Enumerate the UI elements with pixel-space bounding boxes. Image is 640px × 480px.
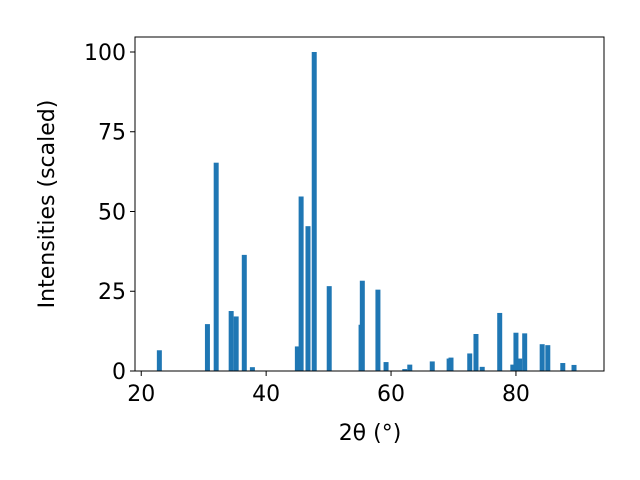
bar (539, 344, 545, 371)
bar (213, 162, 219, 371)
bar (513, 332, 519, 371)
x-axis-label: 2θ (°) (339, 421, 402, 446)
bar (407, 364, 413, 371)
y-axis-label: Intensities (scaled) (35, 100, 60, 309)
bar (233, 316, 239, 371)
bar (294, 346, 300, 371)
plot-frame (134, 36, 605, 372)
bar (359, 280, 365, 371)
bar (204, 324, 210, 371)
bar (375, 289, 381, 371)
bar (311, 51, 317, 371)
bar (156, 350, 162, 371)
bar (479, 366, 485, 371)
bar (517, 358, 523, 371)
bar (497, 312, 503, 371)
bar (571, 364, 577, 371)
bar (383, 362, 389, 371)
y-tick-label: 100 (84, 41, 126, 66)
bar (473, 333, 479, 371)
bar (560, 363, 566, 371)
bar (402, 369, 408, 371)
x-tick-label: 20 (127, 382, 155, 407)
bar (241, 254, 247, 371)
bar (522, 333, 528, 371)
y-tick-label: 0 (112, 360, 126, 385)
bar (545, 345, 551, 371)
bar (429, 361, 435, 371)
y-tick-label: 75 (98, 121, 126, 146)
x-tick-label: 60 (377, 382, 405, 407)
bar (448, 357, 454, 371)
x-tick-label: 80 (502, 382, 530, 407)
bar (326, 286, 332, 371)
bar (305, 226, 311, 371)
bar (298, 196, 304, 371)
y-tick-label: 25 (98, 280, 126, 305)
bar (228, 311, 234, 371)
bar (467, 353, 473, 371)
y-tick-label: 50 (98, 200, 126, 225)
bar (510, 364, 516, 371)
x-tick-label: 40 (252, 382, 280, 407)
bar (249, 367, 255, 371)
